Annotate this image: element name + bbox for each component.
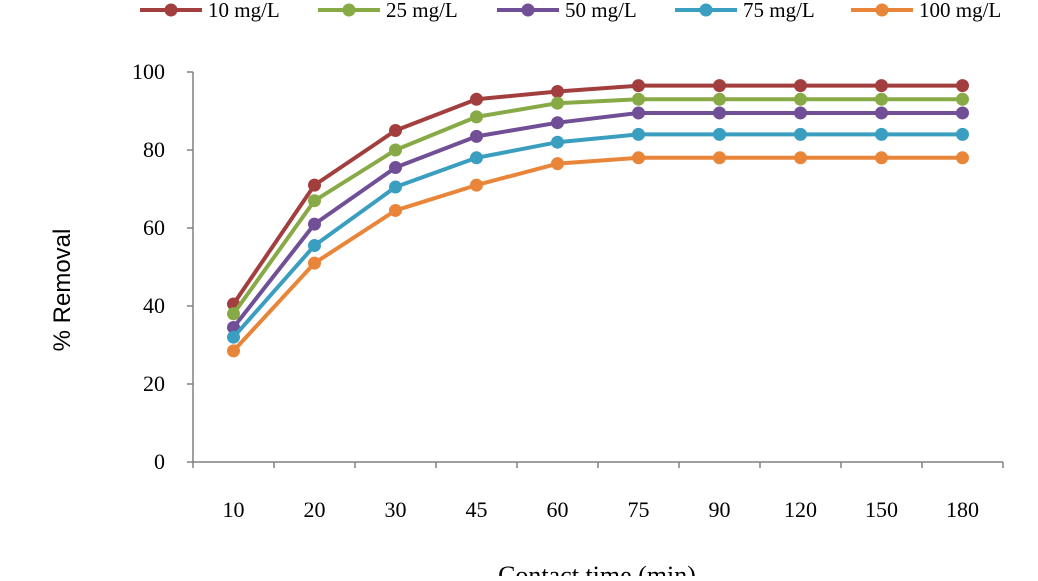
data-point xyxy=(956,92,969,106)
legend-entry: 25 mg/L xyxy=(318,0,458,22)
data-point xyxy=(308,178,321,192)
x-tick-label: 180 xyxy=(946,497,979,522)
y-tick-label: 60 xyxy=(143,215,165,240)
series-group xyxy=(227,106,969,334)
y-tick-label: 100 xyxy=(132,59,165,84)
x-tick-label: 150 xyxy=(865,497,898,522)
data-point xyxy=(308,217,321,231)
data-point xyxy=(470,151,483,165)
series-line xyxy=(232,155,963,353)
legend-marker xyxy=(875,3,889,17)
legend-label: 100 mg/L xyxy=(919,0,1001,22)
data-point xyxy=(389,161,402,175)
series-group xyxy=(227,151,969,358)
legend-marker xyxy=(164,3,178,17)
data-point xyxy=(551,96,564,110)
data-point xyxy=(227,307,240,321)
data-point xyxy=(956,79,969,93)
data-point xyxy=(551,157,564,171)
data-point xyxy=(632,151,645,165)
x-tick-label: 120 xyxy=(784,497,817,522)
data-point xyxy=(794,151,807,165)
series-line xyxy=(231,83,963,306)
x-tick-label: 30 xyxy=(385,497,407,522)
data-point xyxy=(470,92,483,106)
legend-marker xyxy=(699,3,713,17)
y-tick-label: 40 xyxy=(143,293,165,318)
data-point xyxy=(713,151,726,165)
series-layer xyxy=(227,79,969,358)
data-point xyxy=(308,194,321,208)
legend-entry: 50 mg/L xyxy=(497,0,637,22)
data-point xyxy=(632,127,645,141)
y-tick-label: 0 xyxy=(154,449,165,474)
series-line xyxy=(231,97,963,315)
data-point xyxy=(956,127,969,141)
data-point xyxy=(551,135,564,149)
data-point xyxy=(956,106,969,120)
y-axis-label: % Removal xyxy=(49,229,76,352)
data-point xyxy=(389,180,402,194)
legend-entry: 100 mg/L xyxy=(851,0,1001,22)
legend-label: 10 mg/L xyxy=(208,0,280,22)
legend: 10 mg/L 25 mg/L 50 mg/L 75 mg/L 100 mg/L xyxy=(140,0,1001,22)
data-point xyxy=(713,106,726,120)
series-group xyxy=(227,127,969,344)
legend-marker xyxy=(342,3,356,17)
series-group xyxy=(227,92,969,321)
legend-marker xyxy=(521,3,535,17)
data-point xyxy=(875,127,888,141)
data-point xyxy=(713,92,726,106)
data-point xyxy=(389,143,402,157)
data-point xyxy=(875,92,888,106)
x-tick-label: 20 xyxy=(304,497,326,522)
data-point xyxy=(794,92,807,106)
data-point xyxy=(875,106,888,120)
data-point xyxy=(632,79,645,93)
data-point xyxy=(389,124,402,137)
data-point xyxy=(389,203,402,217)
data-point xyxy=(875,151,888,165)
data-point xyxy=(227,330,240,344)
y-tick-label: 20 xyxy=(143,371,165,396)
legend-entry: 10 mg/L xyxy=(140,0,280,22)
x-tick-label: 60 xyxy=(547,497,569,522)
legend-label: 25 mg/L xyxy=(386,0,458,22)
x-tick-label: 10 xyxy=(223,497,245,522)
y-tick-label: 80 xyxy=(143,137,165,162)
axes: 0 20 40 60 80 100 10 20 30 45 60 75 90 120 150 180 xyxy=(132,59,1004,522)
series-group xyxy=(227,79,969,311)
data-point xyxy=(794,127,807,141)
data-point xyxy=(875,79,888,93)
data-point xyxy=(470,110,483,124)
series-line xyxy=(232,132,963,339)
data-point xyxy=(470,129,483,143)
x-axis-label: Contact time (min) xyxy=(498,561,696,576)
x-tick-label: 45 xyxy=(466,497,488,522)
legend-label: 50 mg/L xyxy=(565,0,637,22)
data-point xyxy=(794,106,807,120)
x-tick-label: 75 xyxy=(628,497,650,522)
data-point xyxy=(956,151,969,165)
data-point xyxy=(308,256,321,270)
data-point xyxy=(632,92,645,106)
data-point xyxy=(227,344,240,358)
data-point xyxy=(713,79,726,93)
data-point xyxy=(551,85,564,98)
data-point xyxy=(713,127,726,141)
legend-label: 75 mg/L xyxy=(743,0,815,22)
data-point xyxy=(632,106,645,120)
data-point xyxy=(794,79,807,93)
x-tick-label: 90 xyxy=(709,497,731,522)
legend-entry: 75 mg/L xyxy=(675,0,815,22)
data-point xyxy=(551,116,564,130)
data-point xyxy=(308,239,321,253)
data-point xyxy=(470,178,483,192)
series-line xyxy=(231,110,963,329)
